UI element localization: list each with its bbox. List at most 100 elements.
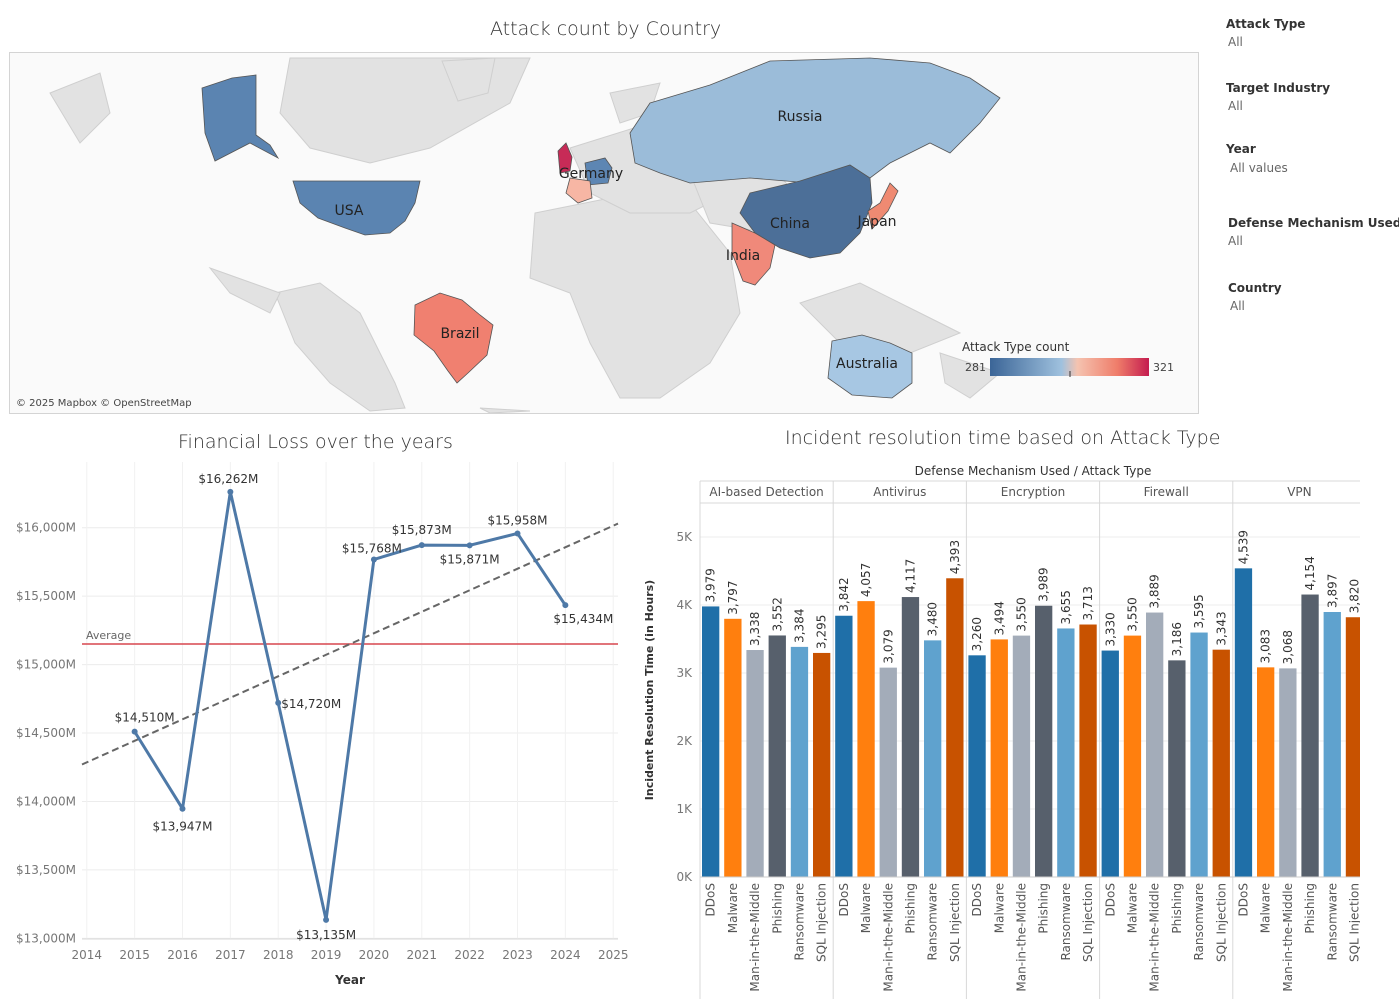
country-usa[interactable] <box>292 180 421 236</box>
bar-value-label: 3,989 <box>1037 567 1051 601</box>
line-chart-x-tick: 2023 <box>502 948 533 962</box>
bar-value-label: 3,384 <box>792 609 806 643</box>
bar-value-label: 3,338 <box>748 612 762 646</box>
bar[interactable] <box>1212 649 1230 877</box>
line-chart-x-tick: 2024 <box>550 948 581 962</box>
line-chart-x-tick: 2022 <box>454 948 485 962</box>
bar[interactable] <box>1345 617 1360 877</box>
bar[interactable] <box>724 618 742 877</box>
line-point[interactable] <box>227 488 234 495</box>
bar-value-label: 3,797 <box>726 580 740 614</box>
line-point-label: $14,720M <box>281 697 341 711</box>
line-point[interactable] <box>131 728 138 735</box>
bar-chart-header: Defense Mechanism Used / Attack Type <box>915 464 1152 478</box>
line-chart-y-tick: $15,500M <box>16 589 76 603</box>
line-chart-y-tick: $16,000M <box>16 521 76 535</box>
filter-attack-type-label: Attack Type <box>1226 17 1306 31</box>
bar-category-label: Ransomware <box>926 883 940 961</box>
resolution-time-chart[interactable]: Defense Mechanism Used / Attack Type Inci… <box>640 459 1360 999</box>
bar[interactable] <box>879 667 897 877</box>
bar[interactable] <box>1301 594 1319 877</box>
background-land <box>49 57 1002 413</box>
filter-target-industry-value[interactable]: All <box>1228 99 1243 113</box>
bar[interactable] <box>1279 668 1297 877</box>
country-france[interactable] <box>565 177 593 204</box>
filter-attack-type-value[interactable]: All <box>1228 35 1243 49</box>
legend-title: Attack Type count <box>962 340 1070 354</box>
line-chart-y-tick: $13,000M <box>16 931 76 945</box>
bar[interactable] <box>1035 605 1053 877</box>
bar-category-label: DDoS <box>1236 883 1250 916</box>
bar[interactable] <box>1257 667 1275 877</box>
country-label-russia: Russia <box>777 109 822 125</box>
bar[interactable] <box>1057 628 1075 877</box>
bar[interactable] <box>1101 650 1119 877</box>
line-point[interactable] <box>562 602 569 609</box>
line-point-label: $15,871M <box>440 552 500 566</box>
line-point[interactable] <box>514 530 521 537</box>
line-point-label: $15,873M <box>392 523 452 537</box>
filter-year-value[interactable]: All values <box>1230 161 1288 175</box>
bar-value-label: 3,979 <box>704 568 718 602</box>
filter-country-value[interactable]: All <box>1230 299 1245 313</box>
bar[interactable] <box>1079 624 1097 877</box>
bar[interactable] <box>857 601 875 877</box>
bar-group-header: VPN <box>1287 485 1311 499</box>
filter-year-label: Year <box>1226 142 1256 156</box>
bar[interactable] <box>790 646 809 877</box>
bar-value-label: 3,068 <box>1281 630 1295 664</box>
bar[interactable] <box>1146 612 1164 877</box>
bar[interactable] <box>835 615 853 877</box>
bar-category-label: SQL Injection <box>815 883 829 962</box>
country-china[interactable] <box>739 164 873 259</box>
bar-chart-y-tick: 0K <box>676 870 693 884</box>
line-point[interactable] <box>275 699 282 706</box>
bar[interactable] <box>746 650 764 877</box>
country-russia[interactable] <box>629 57 1001 184</box>
country-japan[interactable] <box>867 182 899 230</box>
legend-max: 321 <box>1153 361 1174 374</box>
line-point[interactable] <box>418 542 425 549</box>
bar[interactable] <box>1168 660 1186 877</box>
country-map[interactable]: USA Russia Germany China Japan India Bra… <box>9 52 1199 414</box>
bar[interactable] <box>702 606 720 877</box>
bar[interactable] <box>1123 635 1142 877</box>
bar[interactable] <box>813 652 831 877</box>
country-brazil[interactable] <box>413 292 494 384</box>
bar[interactable] <box>924 640 942 877</box>
map-attribution[interactable]: © 2025 Mapbox © OpenStreetMap <box>16 398 192 409</box>
country-label-australia: Australia <box>836 356 898 372</box>
bar-category-label: Malware <box>726 883 740 933</box>
bar-chart-y-tick: 2K <box>676 734 693 748</box>
bar[interactable] <box>768 635 786 877</box>
country-alaska[interactable] <box>201 74 280 162</box>
filter-panel: Attack Type All Target Industry All Year… <box>1226 16 1399 326</box>
line-point-label: $15,434M <box>553 612 613 626</box>
bar[interactable] <box>901 597 920 877</box>
filter-defense-value[interactable]: All <box>1228 234 1243 248</box>
bar[interactable] <box>1012 635 1031 877</box>
line-point[interactable] <box>179 805 186 812</box>
bar[interactable] <box>1190 632 1208 877</box>
line-point[interactable] <box>370 556 377 563</box>
line-point-label: $13,135M <box>296 928 356 942</box>
bar-category-label: SQL Injection <box>1214 883 1228 962</box>
bar-value-label: 3,550 <box>1125 597 1139 631</box>
country-uk[interactable] <box>557 142 573 174</box>
country-label-brazil: Brazil <box>440 326 479 342</box>
filter-target-industry-label: Target Industry <box>1226 81 1331 95</box>
country-australia[interactable] <box>827 334 913 399</box>
line-point[interactable] <box>466 542 473 549</box>
bar-value-label: 4,117 <box>903 559 917 593</box>
financial-loss-chart[interactable]: $13,000M $13,500M $14,000M $14,500M $15,000M… <box>0 439 640 999</box>
bar[interactable] <box>968 655 986 877</box>
bar-value-label: 3,295 <box>815 615 829 649</box>
line-chart-x-tick: 2015 <box>119 948 150 962</box>
line-point[interactable] <box>323 916 330 923</box>
country-india[interactable] <box>731 222 776 286</box>
bar[interactable] <box>990 639 1008 877</box>
bar[interactable] <box>1323 612 1341 877</box>
bar-category-label: Phishing <box>1303 883 1317 934</box>
bar[interactable] <box>1234 568 1253 877</box>
bar[interactable] <box>946 578 964 877</box>
